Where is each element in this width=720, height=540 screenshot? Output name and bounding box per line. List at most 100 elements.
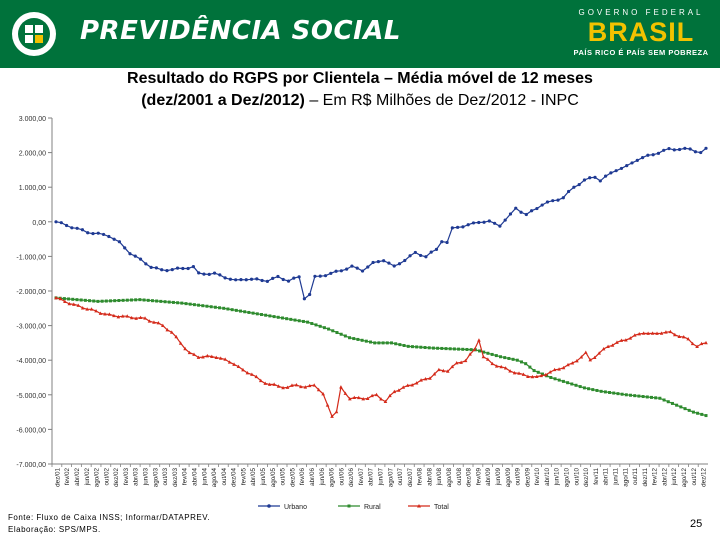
point-total <box>463 358 468 363</box>
point-total <box>138 315 143 319</box>
point-rural <box>134 298 138 302</box>
point-total <box>601 346 606 351</box>
point-urbano <box>186 266 190 271</box>
point-total <box>388 393 392 398</box>
x-tick-label: out/06 <box>338 468 345 486</box>
page-number: 25 <box>690 518 703 530</box>
point-rural <box>197 303 201 307</box>
x-tick-label: fev/09 <box>475 468 482 486</box>
point-rural <box>499 355 503 359</box>
point-urbano <box>271 276 275 281</box>
x-tick-label: abr/10 <box>544 468 551 486</box>
point-urbano <box>392 264 396 268</box>
y-tick-label: 2.000,00 <box>19 151 46 158</box>
point-urbano <box>286 279 291 283</box>
x-tick-label: abr/08 <box>426 468 433 486</box>
point-rural <box>683 407 687 411</box>
point-total <box>459 360 463 364</box>
point-rural <box>297 319 301 323</box>
point-rural <box>159 299 163 303</box>
x-tick-label: jun/06 <box>319 468 326 487</box>
point-total <box>67 301 72 306</box>
point-urbano <box>260 278 264 283</box>
point-total <box>704 340 708 345</box>
point-urbano <box>170 268 174 272</box>
point-rural <box>591 388 595 392</box>
point-urbano <box>456 225 460 229</box>
point-rural <box>226 307 230 311</box>
point-urbano <box>508 212 513 216</box>
x-tick-label: abr/05 <box>250 468 257 486</box>
point-rural <box>318 324 322 328</box>
x-tick-label: ago/09 <box>505 468 512 488</box>
point-total <box>454 360 459 365</box>
point-rural <box>654 396 658 400</box>
point-total <box>437 367 441 372</box>
point-rural <box>348 336 352 340</box>
legend-label-rural: Rural <box>364 504 381 511</box>
point-urbano <box>450 226 454 230</box>
legend-label-total: Total <box>434 504 449 511</box>
point-rural <box>243 310 247 314</box>
y-tick-label: -1.000,00 <box>16 254 46 261</box>
point-total <box>481 354 486 359</box>
x-tick-label: out/05 <box>280 468 287 486</box>
point-rural <box>88 299 92 303</box>
x-tick-label: jun/03 <box>143 468 150 487</box>
y-tick-label: 3.000,00 <box>19 116 46 123</box>
point-total <box>143 316 147 320</box>
point-rural <box>574 383 578 387</box>
point-total <box>227 360 232 364</box>
point-total <box>432 372 437 376</box>
point-rural <box>649 395 653 399</box>
point-rural <box>624 393 628 397</box>
point-total <box>174 334 179 339</box>
point-rural <box>566 381 570 385</box>
point-urbano <box>672 148 676 152</box>
point-total <box>632 333 637 337</box>
y-tick-label: -4.000,00 <box>16 358 46 365</box>
point-total <box>468 352 472 356</box>
point-rural <box>620 392 624 396</box>
point-total <box>245 370 250 375</box>
point-urbano <box>149 265 153 270</box>
point-total <box>89 307 94 311</box>
x-tick-label: fev/07 <box>358 468 365 486</box>
x-tick-label: ago/07 <box>387 468 394 488</box>
point-urbano <box>101 232 106 237</box>
point-rural <box>255 312 259 316</box>
point-urbano <box>545 200 550 204</box>
point-urbano <box>387 261 391 265</box>
point-total <box>615 340 619 344</box>
point-total <box>116 314 121 319</box>
point-rural <box>167 300 171 304</box>
point-rural <box>184 302 188 306</box>
point-total <box>517 371 521 375</box>
point-urbano <box>561 196 565 200</box>
point-urbano <box>619 166 624 171</box>
point-total <box>294 382 299 387</box>
point-rural <box>524 362 528 366</box>
point-total <box>628 336 633 340</box>
point-total <box>361 397 365 401</box>
x-tick-label: out/04 <box>221 468 228 486</box>
point-rural <box>394 342 398 346</box>
point-rural <box>201 304 205 308</box>
point-total <box>98 311 103 315</box>
x-tick-label: out/08 <box>456 468 463 486</box>
point-urbano <box>360 269 365 273</box>
point-total <box>592 355 597 360</box>
point-total <box>423 376 428 381</box>
x-tick-label: jun/05 <box>260 468 267 487</box>
point-total <box>503 366 508 370</box>
point-total <box>526 374 530 378</box>
point-rural <box>276 315 280 319</box>
point-total <box>232 362 236 366</box>
point-total <box>330 414 334 418</box>
point-urbano <box>424 255 428 259</box>
point-total <box>624 338 628 342</box>
point-urbano <box>144 262 148 266</box>
point-total <box>383 399 388 404</box>
point-total <box>290 383 294 387</box>
point-total <box>210 354 214 358</box>
